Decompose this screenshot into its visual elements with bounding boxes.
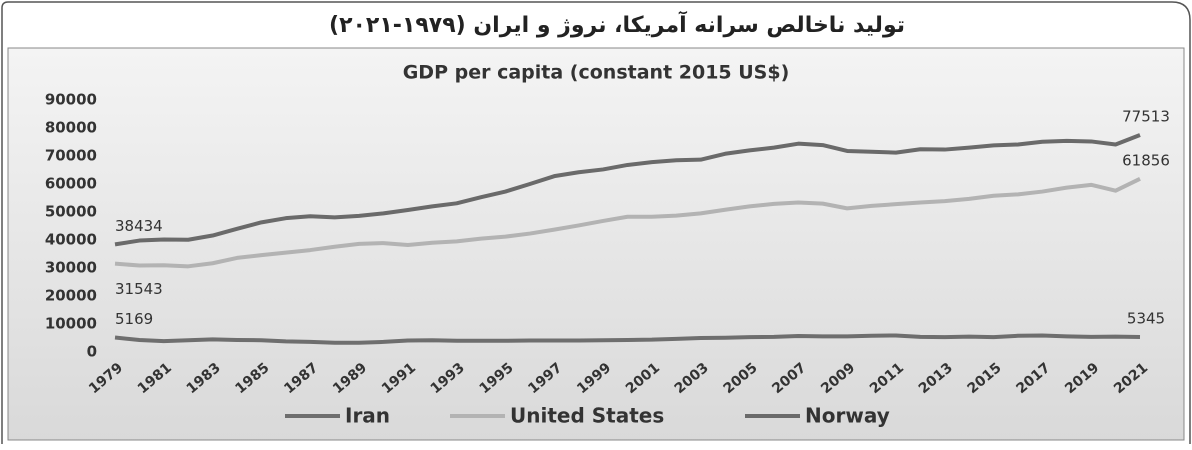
y-tick-label: 20000: [45, 287, 97, 305]
y-tick-label: 90000: [45, 91, 97, 109]
data-label: 5169: [115, 310, 153, 328]
data-label: 5345: [1127, 310, 1165, 328]
data-label: 61856: [1122, 151, 1170, 169]
plot-background: [7, 47, 1185, 441]
legend-label: Norway: [805, 404, 890, 428]
data-label: 31543: [115, 280, 163, 298]
y-tick-label: 30000: [45, 259, 97, 277]
data-label: 38434: [115, 217, 163, 235]
line-series: [114, 133, 1141, 247]
y-tick-label: 80000: [45, 119, 97, 137]
line-series: [114, 333, 1141, 345]
y-tick-label: 60000: [45, 175, 97, 193]
data-label: 77513: [1122, 107, 1170, 125]
y-tick-label: 40000: [45, 231, 97, 249]
page-title: تولید ناخالص سرانه آمریکا، نروژ و ایران …: [329, 10, 905, 38]
y-tick-label: 10000: [45, 315, 97, 333]
y-tick-label: 70000: [45, 147, 97, 165]
y-tick-label: 50000: [45, 203, 97, 221]
line-series: [114, 177, 1141, 269]
y-tick-label: 0: [87, 343, 97, 361]
legend-label: Iran: [345, 404, 390, 428]
chart-title: GDP per capita (constant 2015 US$): [403, 62, 790, 84]
legend-label: United States: [510, 404, 664, 428]
